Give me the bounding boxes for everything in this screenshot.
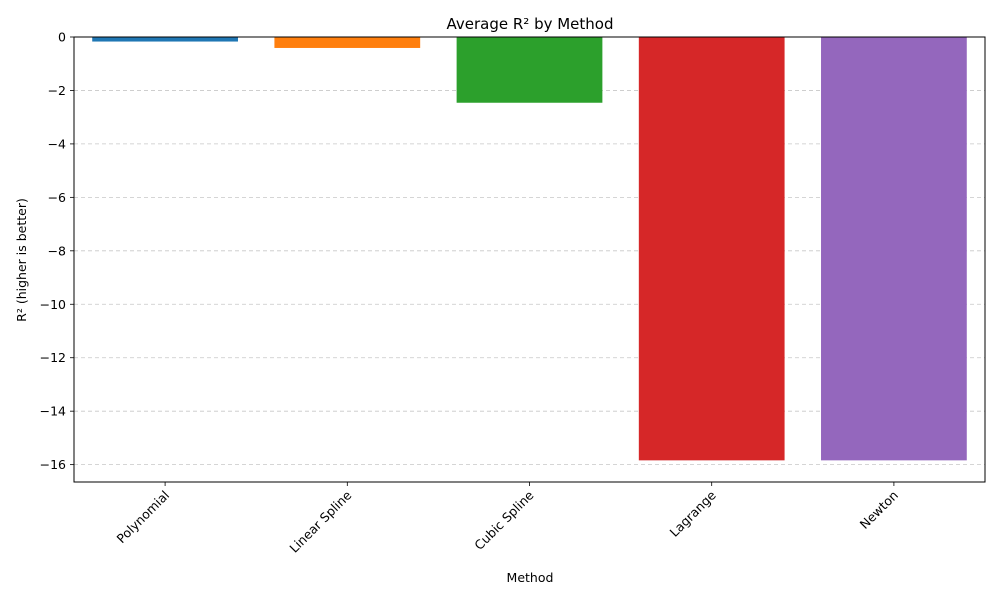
y-tick-label: −2 <box>48 83 66 98</box>
bar-linear-spline <box>274 37 421 48</box>
y-tick-label: −12 <box>40 350 66 365</box>
bar-polynomial <box>92 37 238 42</box>
x-tick-label: Newton <box>857 488 901 532</box>
x-axis-title: Method <box>507 570 554 585</box>
y-tick-label: −6 <box>48 190 66 205</box>
y-tick-label: 0 <box>58 30 66 45</box>
y-tick-label: −16 <box>40 457 66 472</box>
y-tick-label: −4 <box>48 136 66 151</box>
y-axis-title: R² (higher is better) <box>14 198 29 322</box>
y-axis-ticks: 0 −2 −4 −6 −8 −10 −12 −14 −16 <box>40 30 74 472</box>
chart-title: Average R² by Method <box>447 15 614 33</box>
bar-lagrange <box>638 37 785 461</box>
y-tick-label: −8 <box>48 243 66 258</box>
x-tick-label: Lagrange <box>667 487 719 539</box>
bar-newton <box>821 37 967 461</box>
x-tick-label: Polynomial <box>114 488 173 547</box>
y-tick-label: −10 <box>40 297 66 312</box>
x-axis-ticks: Polynomial Linear Spline Cubic Spline Lagra… <box>114 482 901 556</box>
bars <box>92 37 967 461</box>
bar-cubic-spline <box>456 37 603 103</box>
y-tick-label: −14 <box>40 404 66 419</box>
x-tick-label: Linear Spline <box>286 487 354 555</box>
x-tick-label: Cubic Spline <box>471 487 537 553</box>
